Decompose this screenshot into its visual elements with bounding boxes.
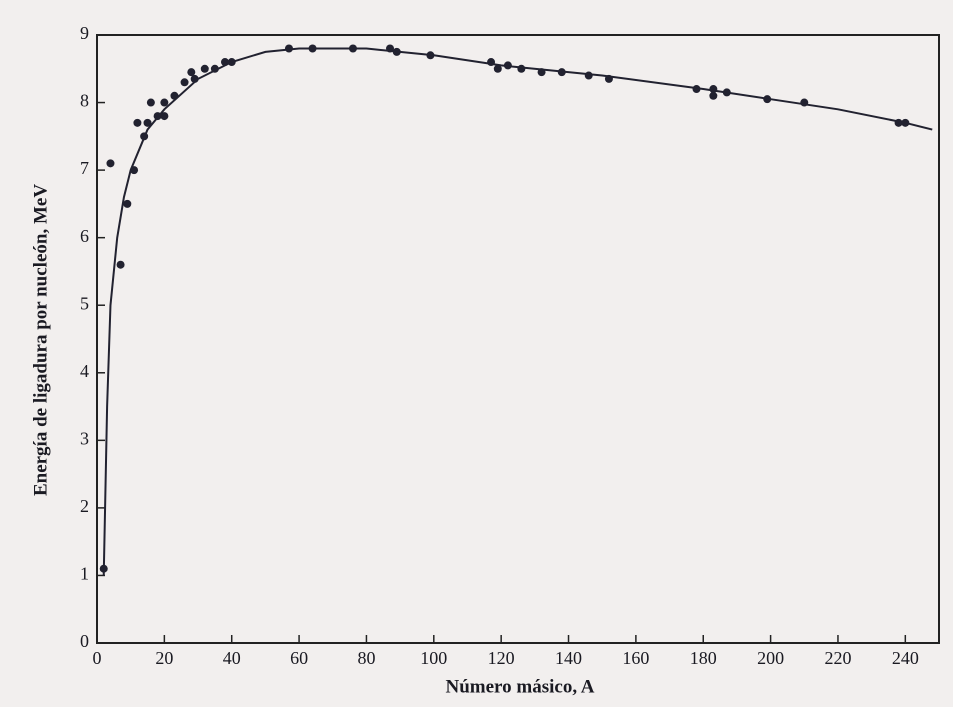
y-tick-label: 7 (80, 158, 89, 178)
data-point (160, 98, 169, 107)
data-point (116, 260, 125, 269)
x-tick-label: 100 (420, 648, 447, 668)
data-point (200, 64, 209, 73)
data-point (180, 78, 189, 87)
y-tick-label: 9 (80, 23, 89, 43)
x-tick-label: 0 (93, 648, 102, 668)
x-tick-label: 180 (690, 648, 717, 668)
x-tick-label: 160 (622, 648, 649, 668)
x-tick-label: 80 (357, 648, 375, 668)
x-tick-label: 140 (555, 648, 582, 668)
data-point (493, 64, 502, 73)
y-axis-label: Energía de ligadura por nucleón, MeV (30, 184, 51, 496)
data-point (584, 71, 593, 80)
x-tick-label: 220 (824, 648, 851, 668)
data-point (106, 159, 115, 168)
fit-curve (102, 47, 933, 576)
x-tick-label: 240 (892, 648, 919, 668)
y-tick-label: 4 (80, 361, 89, 381)
plot-frame (96, 34, 940, 644)
data-point (160, 112, 169, 121)
x-tick-label: 60 (290, 648, 308, 668)
x-tick-label: 40 (223, 648, 241, 668)
y-tick-label: 2 (80, 496, 89, 516)
data-point (143, 118, 152, 127)
data-point (133, 118, 142, 127)
y-tick-label: 3 (80, 428, 89, 448)
y-tick-label: 6 (80, 226, 89, 246)
data-point (187, 68, 196, 77)
data-point (146, 98, 155, 107)
data-point (517, 64, 526, 73)
y-tick-label: 8 (80, 91, 89, 111)
x-axis-label: Número másico, A (446, 676, 595, 697)
y-tick-label: 1 (80, 564, 89, 584)
y-tick-label: 0 (80, 631, 89, 651)
x-tick-label: 20 (155, 648, 173, 668)
data-point (709, 91, 718, 100)
x-tick-label: 120 (488, 648, 515, 668)
y-tick-label: 5 (80, 293, 89, 313)
x-tick-label: 200 (757, 648, 784, 668)
data-point (123, 199, 132, 208)
